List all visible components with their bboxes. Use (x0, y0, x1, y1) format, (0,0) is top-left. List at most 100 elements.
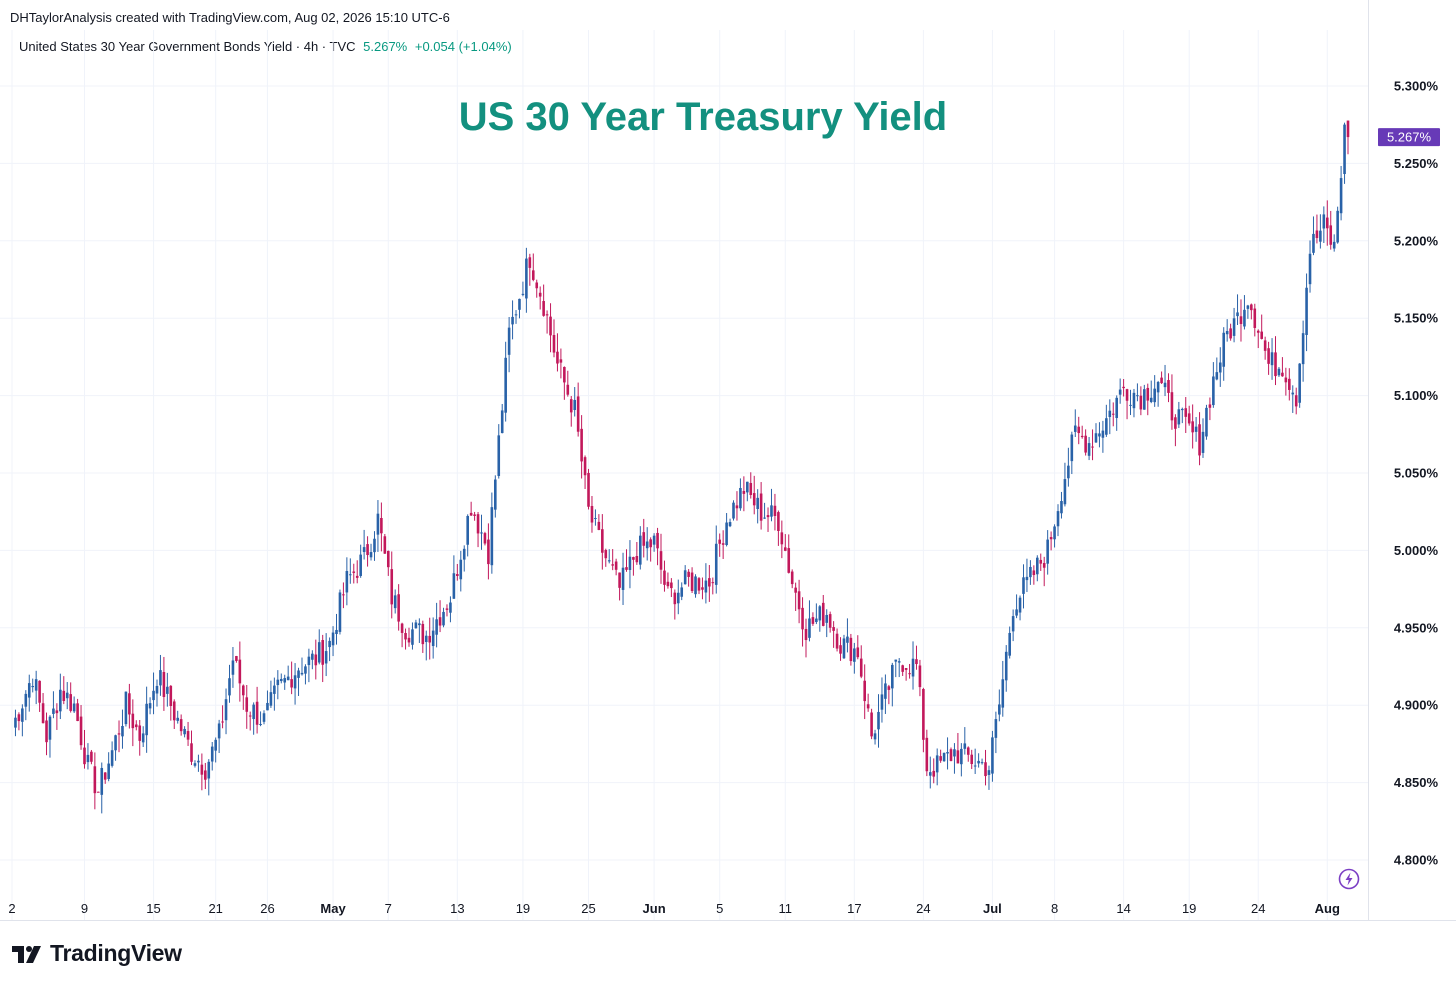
candle (383, 533, 387, 554)
candle (901, 664, 904, 676)
candle (1325, 200, 1329, 246)
candle (659, 533, 663, 584)
candle (41, 693, 45, 724)
last-price: 5.267% (363, 39, 408, 54)
candle (787, 534, 791, 574)
x-tick-label: 5 (716, 901, 723, 916)
candle (994, 711, 998, 754)
candle (815, 603, 818, 625)
candle (1108, 399, 1112, 435)
x-tick-label: 14 (1116, 901, 1130, 916)
candle (766, 507, 770, 532)
candle (79, 705, 83, 750)
candle (676, 579, 680, 615)
candle (349, 558, 352, 584)
candles (14, 120, 1350, 814)
candle (286, 665, 290, 681)
candle (604, 548, 608, 567)
candle (1122, 379, 1125, 397)
candle (59, 673, 62, 720)
candle (1015, 594, 1018, 619)
candle (207, 759, 211, 796)
candle (1274, 336, 1277, 386)
candle (1129, 389, 1132, 416)
candle (255, 686, 259, 734)
candle (145, 686, 148, 753)
candle (476, 512, 480, 548)
candle (279, 673, 283, 684)
candle (400, 622, 404, 648)
candle (411, 622, 414, 650)
candle (1105, 404, 1108, 437)
candle (83, 729, 86, 769)
y-tick-label: 4.850% (1394, 775, 1439, 790)
candle (525, 247, 528, 313)
candle (480, 514, 483, 550)
candle (342, 582, 345, 609)
candle (507, 317, 511, 373)
candle (293, 663, 297, 705)
candle (514, 310, 518, 324)
candle (321, 634, 324, 683)
candle (1111, 402, 1115, 427)
candle (1288, 368, 1291, 401)
candle (694, 574, 697, 598)
candle (984, 749, 987, 786)
candle (911, 641, 915, 690)
candle (576, 382, 580, 437)
candle (269, 680, 273, 708)
candle (483, 531, 487, 546)
x-tick-label: Jul (983, 901, 1002, 916)
candle (445, 604, 449, 617)
candle (290, 661, 293, 695)
candle (328, 637, 331, 662)
candle (1029, 560, 1032, 585)
candle (390, 551, 394, 619)
candle (355, 560, 359, 584)
candle (404, 628, 407, 650)
candle (352, 563, 356, 584)
candle (504, 341, 507, 422)
candle (214, 737, 217, 763)
candle (583, 455, 587, 490)
candle (1167, 373, 1170, 403)
candle (628, 540, 632, 589)
lightning-icon[interactable] (1338, 868, 1360, 890)
candle (884, 674, 887, 714)
candle (652, 533, 656, 552)
candle (241, 684, 245, 710)
candle (407, 627, 411, 647)
candle (891, 662, 894, 707)
candle (1191, 404, 1194, 449)
candle (1250, 303, 1253, 320)
candle (797, 579, 801, 624)
candle (124, 691, 128, 727)
candle (808, 600, 811, 642)
candle (380, 502, 383, 552)
candle (846, 618, 849, 653)
candle (1060, 491, 1063, 519)
candle (708, 565, 711, 602)
candle (977, 753, 980, 768)
candle (1177, 401, 1181, 429)
x-tick-label: 8 (1051, 901, 1058, 916)
candle (1036, 555, 1039, 582)
candle (1215, 357, 1219, 381)
symbol-legend[interactable]: United States 30 Year Government Bonds Y… (19, 39, 512, 54)
candle (804, 618, 808, 658)
candle (642, 518, 646, 558)
candle (317, 629, 321, 665)
candle (873, 729, 877, 745)
candle (870, 708, 873, 740)
candle (1284, 367, 1288, 396)
candle (697, 577, 701, 595)
candle (856, 635, 860, 660)
candle (597, 514, 601, 531)
candle (680, 582, 684, 601)
tradingview-logo[interactable]: TradingView (12, 940, 182, 967)
candle (1253, 303, 1257, 337)
candle (904, 667, 908, 681)
candle (1322, 206, 1326, 243)
candle (821, 594, 825, 627)
